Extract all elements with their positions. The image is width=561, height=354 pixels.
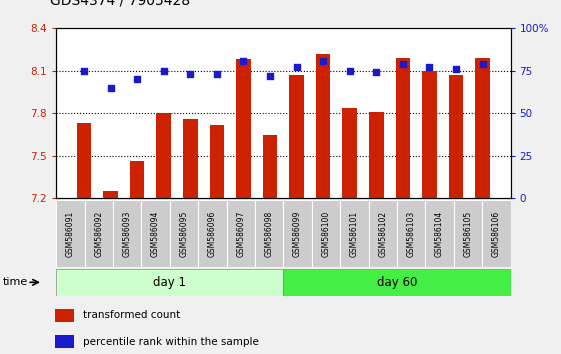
Bar [289, 75, 304, 198]
Text: GSM586092: GSM586092 [94, 211, 103, 257]
Bar [396, 58, 410, 198]
Text: GSM586100: GSM586100 [321, 211, 330, 257]
Text: GSM586093: GSM586093 [123, 210, 132, 257]
Bar [342, 108, 357, 198]
Text: transformed count: transformed count [84, 310, 181, 320]
Bar [236, 59, 251, 198]
Point [80, 68, 89, 74]
Bar [169, 200, 198, 267]
Bar [130, 161, 145, 198]
Bar [369, 200, 397, 267]
Bar [255, 200, 283, 267]
Bar [397, 200, 425, 267]
Bar [157, 113, 171, 198]
Text: GSM586105: GSM586105 [463, 211, 472, 257]
Point [372, 70, 381, 75]
Point [345, 68, 354, 74]
Bar [56, 200, 85, 267]
Bar [210, 125, 224, 198]
Point [265, 73, 274, 79]
Text: percentile rank within the sample: percentile rank within the sample [84, 337, 259, 347]
Bar [56, 269, 283, 296]
Bar [113, 200, 141, 267]
Point [425, 64, 434, 70]
Text: GSM586104: GSM586104 [435, 211, 444, 257]
Bar [425, 200, 454, 267]
Text: GSM586098: GSM586098 [265, 211, 274, 257]
Point [292, 64, 301, 70]
Bar [340, 200, 369, 267]
Bar [454, 200, 482, 267]
Bar [54, 309, 74, 322]
Point [319, 58, 328, 63]
Text: GSM586099: GSM586099 [293, 210, 302, 257]
Bar [263, 135, 277, 198]
Point [213, 72, 222, 77]
Bar [183, 119, 197, 198]
Text: GSM586096: GSM586096 [208, 210, 217, 257]
Bar [54, 335, 74, 348]
Bar [475, 58, 490, 198]
Point [478, 61, 487, 67]
Point [186, 72, 195, 77]
Text: GSM586091: GSM586091 [66, 211, 75, 257]
Bar [227, 200, 255, 267]
Point [239, 58, 248, 63]
Bar [283, 200, 312, 267]
Bar [482, 200, 511, 267]
Text: GSM586103: GSM586103 [407, 211, 416, 257]
Bar [316, 54, 330, 198]
Point [452, 66, 461, 72]
Bar [312, 200, 340, 267]
Text: GSM586097: GSM586097 [236, 210, 245, 257]
Text: GSM586102: GSM586102 [378, 211, 387, 257]
Text: GSM586095: GSM586095 [180, 210, 188, 257]
Text: day 1: day 1 [153, 276, 186, 289]
Text: GSM586101: GSM586101 [350, 211, 359, 257]
Text: GSM586106: GSM586106 [492, 211, 501, 257]
Bar [85, 200, 113, 267]
Text: day 60: day 60 [377, 276, 417, 289]
Text: GDS4374 / 7905428: GDS4374 / 7905428 [50, 0, 191, 7]
Text: GSM586094: GSM586094 [151, 210, 160, 257]
Bar [198, 200, 227, 267]
Point [106, 85, 115, 91]
Bar [449, 75, 463, 198]
Bar [103, 191, 118, 198]
Bar [141, 200, 169, 267]
Text: time: time [3, 277, 28, 287]
Point [398, 61, 407, 67]
Point [133, 76, 142, 82]
Bar [422, 71, 436, 198]
Bar [77, 123, 91, 198]
Point [159, 68, 168, 74]
Bar [369, 112, 384, 198]
Bar [283, 269, 511, 296]
